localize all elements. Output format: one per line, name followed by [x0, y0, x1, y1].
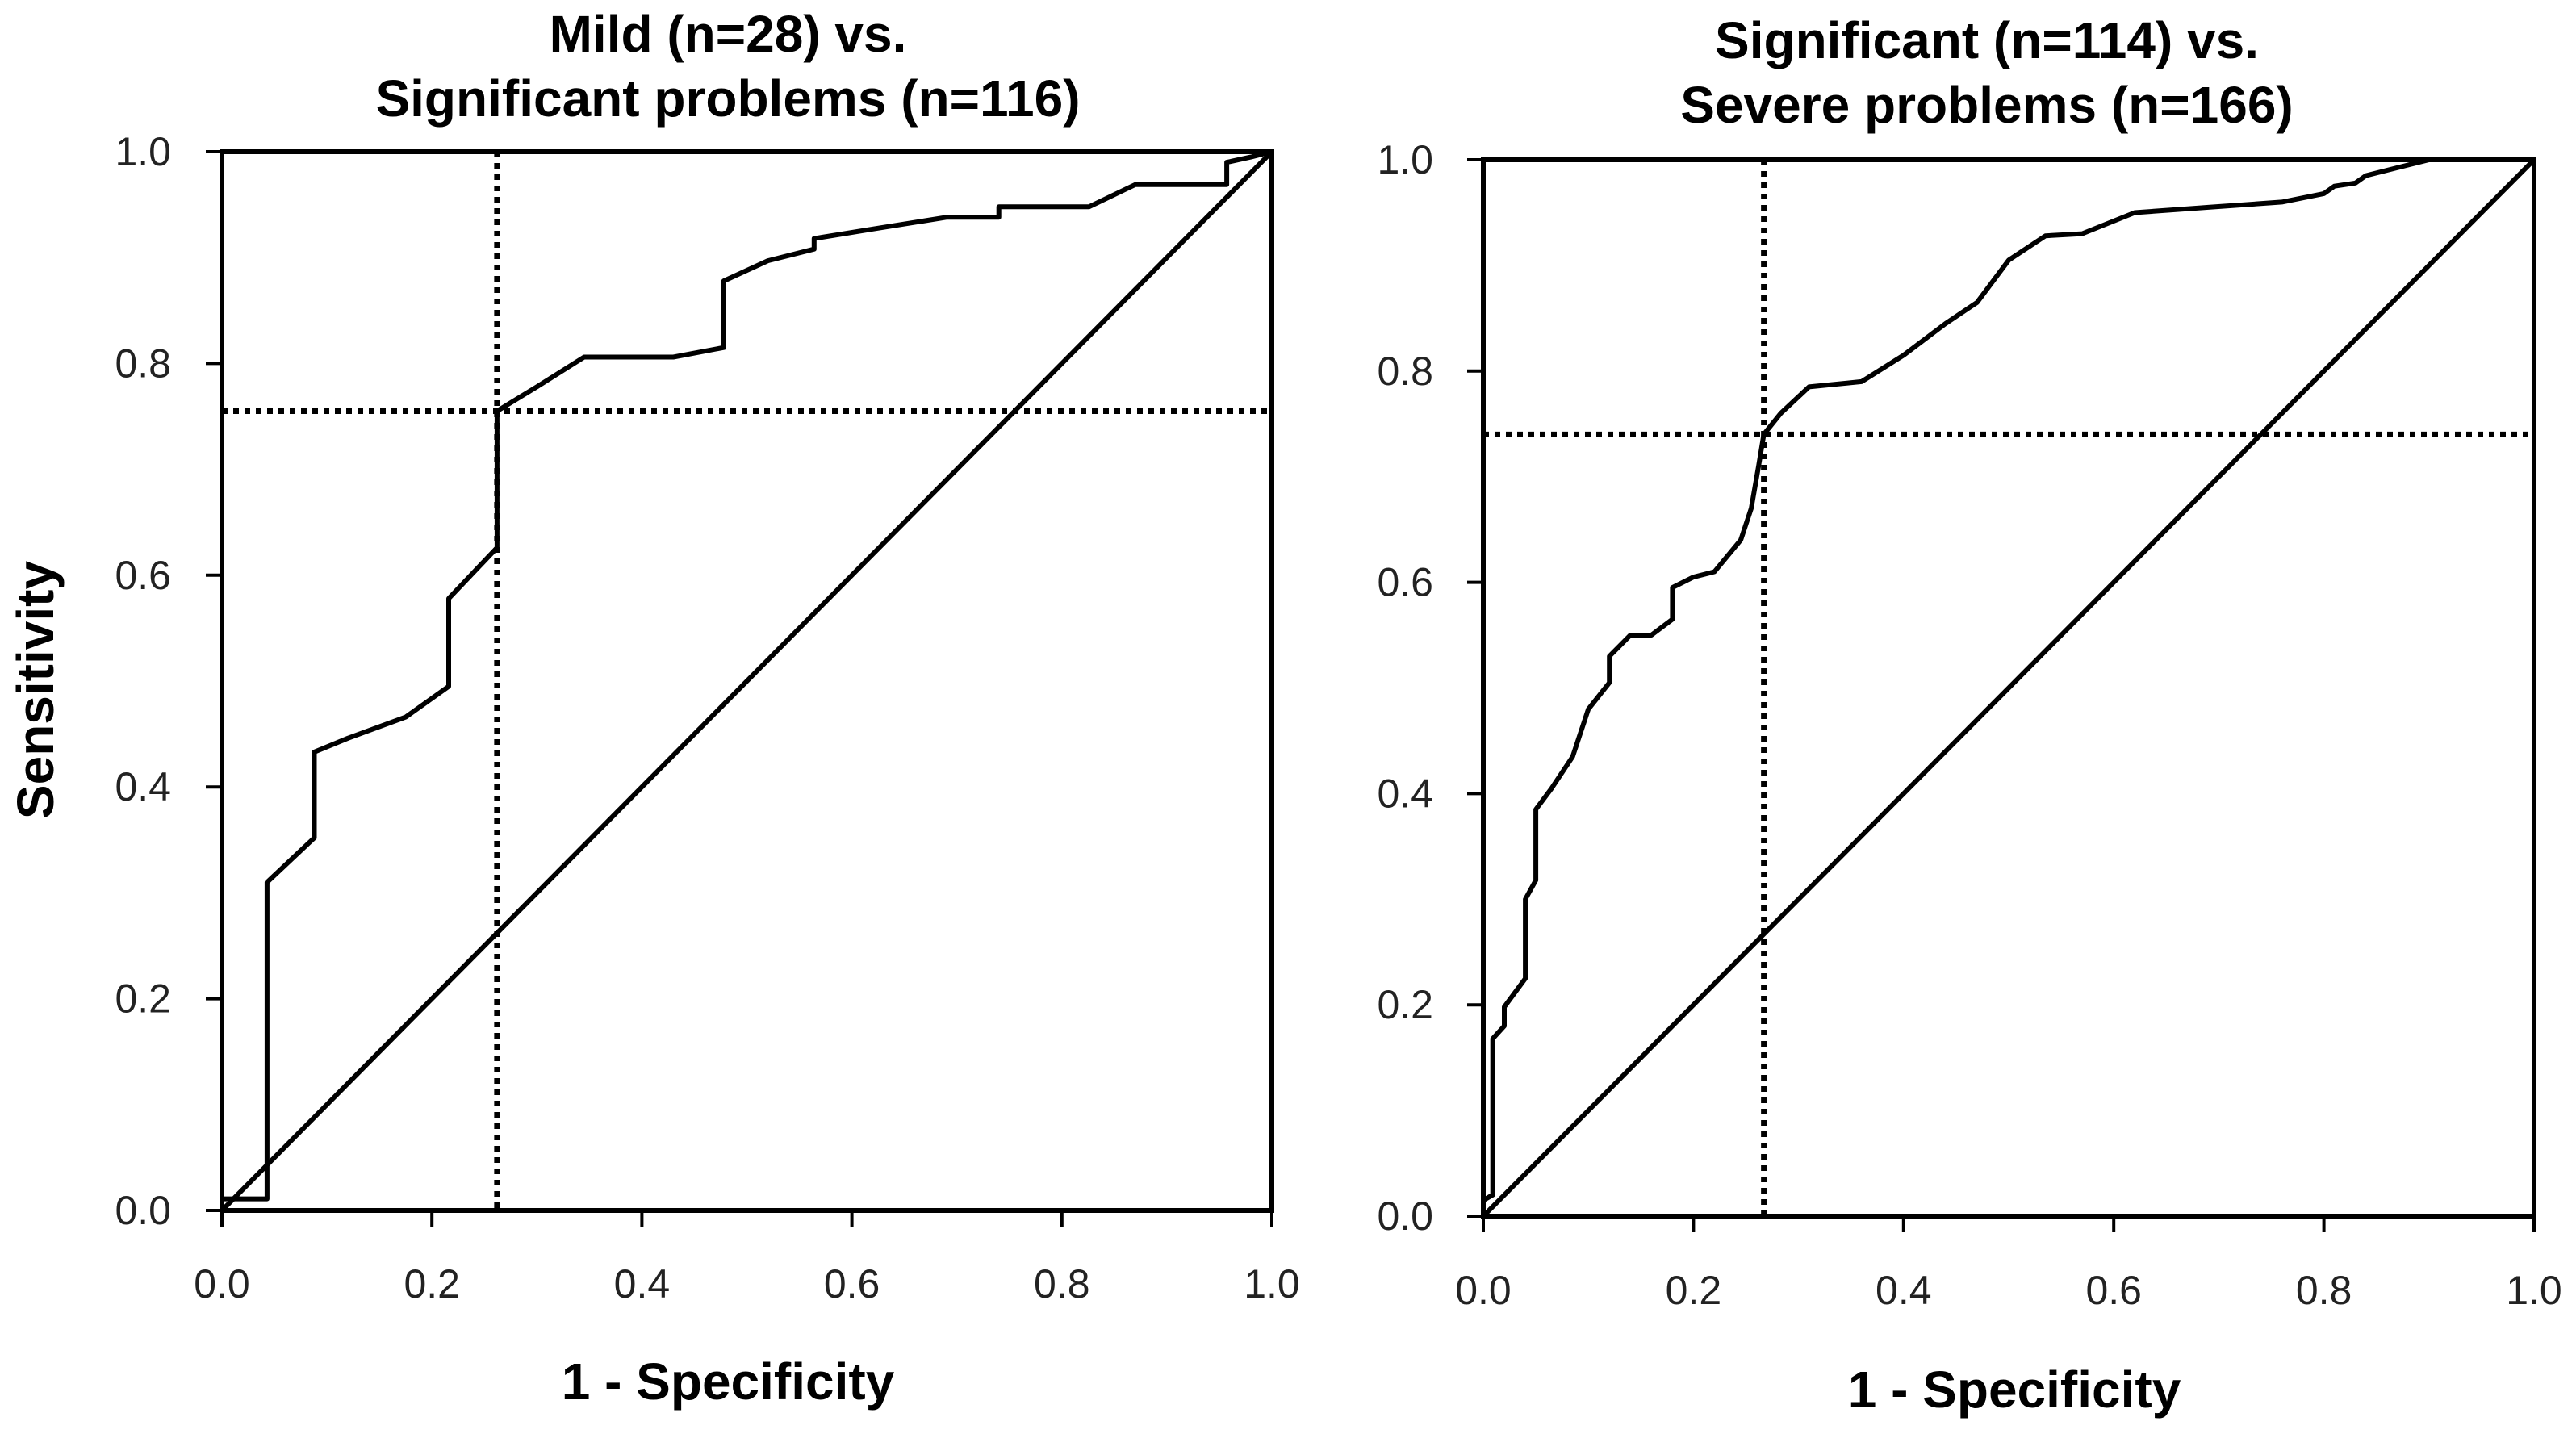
chart-2-title-line-2: Severe problems (n=166): [1680, 76, 2293, 134]
chart-2-y-tick-label: 0.0: [1377, 1194, 1433, 1239]
chart-2-title-line-1: Significant (n=114) vs.: [1715, 11, 2259, 69]
chart-2-x-tick-label: 0.2: [1666, 1268, 1722, 1313]
chart-1-x-tick-label: 0.8: [1034, 1261, 1090, 1306]
chart-1-x-tick-label: 0.0: [194, 1261, 250, 1306]
chart-1-x-tick-label: 0.6: [824, 1261, 880, 1306]
chart-2-x-tick-label: 0.0: [1455, 1268, 1512, 1313]
chart-1-title-line-2: Significant problems (n=116): [375, 69, 1080, 128]
chart-2-y-tick-label: 0.6: [1377, 560, 1433, 605]
chart-2-x-tick-label: 0.4: [1876, 1268, 1932, 1313]
chart-1-y-tick-label: 0.6: [115, 553, 171, 598]
y-axis-label: Sensitivity: [6, 561, 65, 820]
chart-2-roc-curve: [1481, 157, 2536, 1219]
chart-2-x-tick-label: 0.6: [2085, 1268, 2142, 1313]
chart-2-plot: 0.0 0.2 0.4 0.6 0.8 1.0 0.0 0.2 0.4 0.6 0.8 1.0: [1377, 137, 2561, 1313]
chart-1-x-tick-label: 1.0: [1244, 1261, 1300, 1306]
chart-1-y-tick-label: 1.0: [115, 129, 171, 174]
chart-1-plot-frame: [220, 149, 1274, 1213]
chart-2-x-tick-label: 1.0: [2506, 1268, 2562, 1313]
chart-1-y-tick-label: 0.4: [115, 764, 171, 809]
chart-2-x-tick-label: 0.8: [2296, 1268, 2352, 1313]
chart-1-reference-line: [220, 149, 1274, 1213]
chart-2-y-tick-label: 0.2: [1377, 982, 1433, 1027]
chart-panel-1: Mild (n=28) vs. Significant problems (n=…: [115, 5, 1299, 1411]
chart-1-x-tick-label: 0.2: [404, 1261, 460, 1306]
chart-1-y-tick-label: 0.8: [115, 341, 171, 386]
chart-1-y-tick-label: 0.0: [115, 1188, 171, 1233]
chart-2-reference-line: [1481, 157, 2536, 1219]
chart-panel-2: Significant (n=114) vs. Severe problems …: [1377, 11, 2561, 1419]
chart-2-x-axis-label: 1 - Specificity: [1848, 1361, 2181, 1419]
chart-1-plot: 0.0 0.2 0.4 0.6 0.8 1.0 0.0 0.2 0.4 0.6 0.8 1.0: [115, 129, 1299, 1306]
chart-1-title-line-1: Mild (n=28) vs.: [550, 5, 907, 63]
chart-2-y-tick-label: 0.4: [1377, 771, 1433, 816]
chart-2-y-tick-label: 1.0: [1377, 137, 1433, 182]
chart-2-y-tick-label: 0.8: [1377, 349, 1433, 394]
chart-1-x-axis-label: 1 - Specificity: [562, 1352, 895, 1411]
chart-1-roc-curve: [220, 149, 1274, 1213]
chart-1-y-tick-label: 0.2: [115, 976, 171, 1022]
chart-2-plot-frame: [1481, 157, 2536, 1219]
chart-1-x-tick-label: 0.4: [614, 1261, 671, 1306]
